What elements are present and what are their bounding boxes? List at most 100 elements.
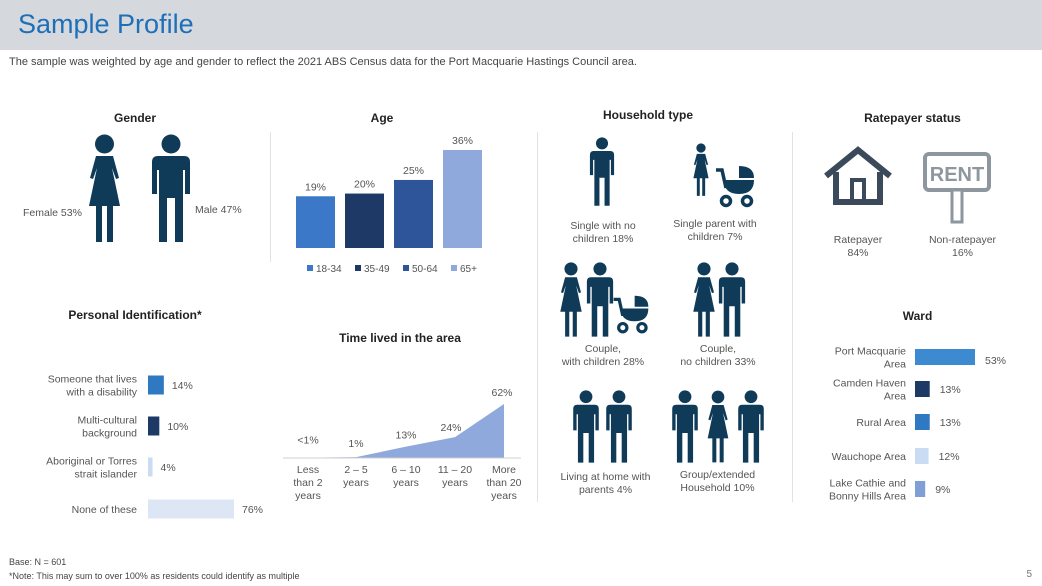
ratepayer-title: Ratepayer status — [864, 111, 961, 125]
ward-category-label: Port Macquarie — [835, 346, 906, 358]
couple-man-icon — [718, 262, 746, 337]
age-bar-35-49 — [345, 193, 384, 248]
age-value-label: 25% — [403, 165, 424, 177]
page-number: 5 — [1026, 569, 1032, 580]
ward-bar — [915, 349, 975, 365]
age-bar-18-34 — [296, 196, 335, 248]
pid-bar — [148, 375, 164, 395]
ward-bar — [915, 381, 930, 397]
time-lived-title: Time lived in the area — [339, 331, 461, 345]
footer-base: Base: N = 601 — [9, 557, 67, 567]
pid-category-label: Multi-cultural — [77, 415, 137, 427]
ratepayer-label-text: Ratepayer — [833, 234, 883, 246]
time-lived-category-label: years — [343, 477, 369, 489]
group-man-icon — [672, 390, 698, 463]
age-value-label: 19% — [305, 181, 326, 193]
ward-category-label: Area — [884, 359, 906, 371]
age-value-label: 20% — [354, 179, 375, 191]
pid-category-label: background — [82, 428, 137, 440]
pid-category-label: Aboriginal or Torres — [46, 456, 137, 468]
ward-bar — [915, 448, 929, 464]
age-legend-label: 35-49 — [364, 264, 390, 275]
non-ratepayer-label-text: Non-ratepayer — [928, 234, 997, 246]
divider-age-household — [537, 132, 538, 502]
time-lived-category-label: than 20 — [486, 477, 521, 489]
rent-sign-icon: RENT — [923, 152, 991, 224]
time-lived-category-label: 6 – 10 — [391, 464, 420, 476]
home-with-parents-label: Living at home with parents 4% — [560, 471, 651, 496]
age-value-label: 36% — [452, 135, 473, 147]
time-lived-category-label: More — [492, 464, 516, 476]
ward-value-label: 13% — [940, 384, 961, 396]
age-legend-swatch — [307, 265, 313, 271]
pram-icon — [716, 166, 754, 208]
time-lived-value-label: 62% — [491, 387, 512, 399]
personal-identification-title: Personal Identification* — [68, 308, 202, 322]
group-man-icon — [738, 390, 764, 463]
divider-household-ratepayer — [792, 132, 793, 502]
time-lived-category-label: years — [393, 477, 419, 489]
pid-value-label: 76% — [242, 504, 263, 516]
couple-woman-icon — [693, 262, 715, 337]
time-lived-area — [308, 404, 504, 458]
age-legend-swatch — [403, 265, 409, 271]
rent-sign-text: RENT — [930, 164, 984, 186]
male-icon — [152, 134, 190, 242]
age-title: Age — [370, 111, 394, 125]
time-lived-category-label: years — [442, 477, 468, 489]
pid-category-label: strait islander — [75, 469, 138, 481]
ward-value-label: 9% — [935, 484, 950, 496]
pid-bar — [148, 416, 160, 436]
time-lived-value-label: 24% — [440, 422, 461, 434]
time-lived-value-label: 13% — [395, 430, 416, 442]
ward-value-label: 12% — [939, 451, 960, 463]
divider-gender-age — [270, 132, 271, 262]
parent-icon — [573, 390, 599, 463]
adult-child-icon — [606, 390, 632, 463]
gender-title: Gender — [113, 111, 156, 125]
page-title: Sample Profile — [18, 9, 194, 39]
group-household-label: Group/extended Household 10% — [679, 469, 756, 494]
couple-woman-icon — [560, 262, 582, 337]
time-lived-category-label: years — [295, 490, 321, 502]
pid-bar — [148, 457, 153, 477]
male-label: Male 47% — [195, 204, 242, 216]
couple-with-children-line2: with children 28% — [561, 356, 645, 368]
couple-with-children-line1: Couple, — [584, 343, 622, 355]
time-lived-category-label: 11 – 20 — [438, 464, 472, 476]
single-person-icon — [589, 137, 615, 206]
ward-category-label: Wauchope Area — [832, 451, 906, 463]
title-bar — [0, 0, 1042, 50]
house-icon — [824, 146, 892, 205]
age-chart: 19% 20% 25% 36% 18-34 35-49 50-64 65+ — [296, 135, 482, 275]
female-label: Female 53% — [23, 207, 82, 219]
couple-man-icon — [586, 262, 614, 337]
ward-bar — [915, 481, 926, 497]
pid-value-label: 14% — [172, 380, 193, 392]
pid-category-label: None of these — [72, 504, 138, 516]
single-parent-icon — [693, 143, 709, 196]
ward-value-label: 53% — [985, 355, 1006, 367]
page-subtitle: The sample was weighted by age and gende… — [9, 56, 637, 68]
pid-value-label: 4% — [161, 462, 176, 474]
ratepayer-label: Ratepayer 84% — [818, 234, 898, 260]
household-title: Household type — [602, 108, 693, 122]
female-icon — [89, 134, 120, 242]
group-woman-icon — [707, 390, 729, 463]
ward-bar — [915, 414, 930, 430]
pram-icon — [613, 295, 649, 334]
single-parent-label: Single parent with children 7% — [673, 218, 757, 243]
couple-with-children-label: Couple, with children 28% — [548, 343, 658, 369]
pid-category-label: Someone that lives — [48, 374, 137, 386]
single-no-children-label: Single with no children 18% — [570, 220, 636, 245]
time-lived-category-label: years — [491, 490, 517, 502]
ward-category-label: Rural Area — [856, 417, 906, 429]
couple-no-children-label: Couple, no children 33% — [663, 343, 773, 369]
ward-category-label: Lake Cathie and — [830, 478, 907, 490]
footer-note: *Note: This may sum to over 100% as resi… — [9, 571, 300, 581]
ward-category-label: Camden Haven — [833, 378, 906, 390]
ratepayer-value: 84% — [847, 247, 869, 259]
age-legend-swatch — [451, 265, 457, 271]
